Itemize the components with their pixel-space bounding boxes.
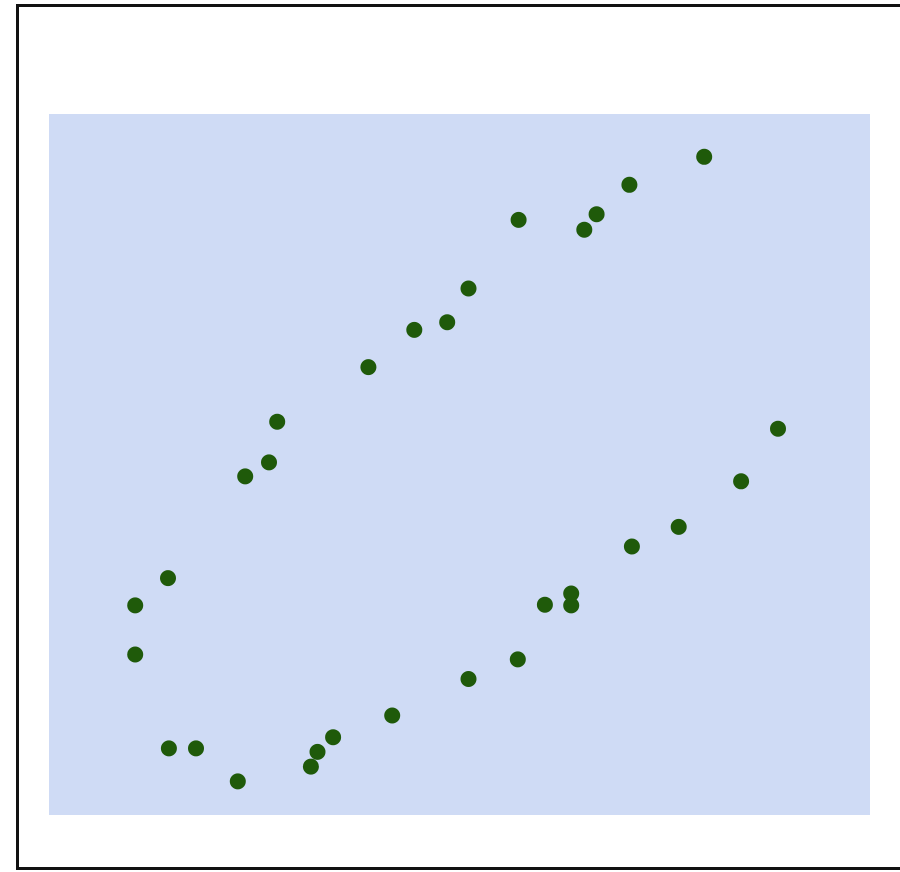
scatter-point [406, 321, 423, 338]
scatter-point [269, 413, 286, 430]
scatter-point [237, 468, 254, 485]
scatter-point [261, 454, 277, 471]
scatter-point [623, 538, 640, 555]
scatter-point [670, 518, 687, 535]
scatter-point [309, 743, 326, 760]
scatter-point [302, 758, 319, 775]
scatter-point [127, 646, 144, 663]
scatter-point [160, 570, 176, 587]
scatter-point [127, 597, 144, 614]
scatter-point [509, 651, 526, 668]
scatter-point [460, 280, 477, 297]
scatter-point [621, 176, 638, 193]
scatter-point [563, 585, 580, 602]
scatter-point [536, 596, 553, 613]
scatter-point [229, 773, 246, 790]
scatter-points [127, 148, 786, 790]
scatter-point [770, 420, 786, 437]
scatter-point [439, 314, 456, 331]
scatter-point [576, 221, 593, 238]
scatter-point [160, 740, 177, 757]
scatter-point [384, 707, 401, 724]
scatter-point [188, 740, 204, 757]
scatter-point [588, 206, 605, 223]
scatter-point [696, 148, 713, 165]
scatter-point [510, 211, 527, 228]
scatter-point [460, 671, 477, 687]
scatter-point [563, 597, 580, 614]
scatter-point [733, 473, 750, 490]
scatter-point [325, 729, 342, 746]
plot-area [49, 114, 870, 815]
scatter-point [360, 359, 377, 376]
